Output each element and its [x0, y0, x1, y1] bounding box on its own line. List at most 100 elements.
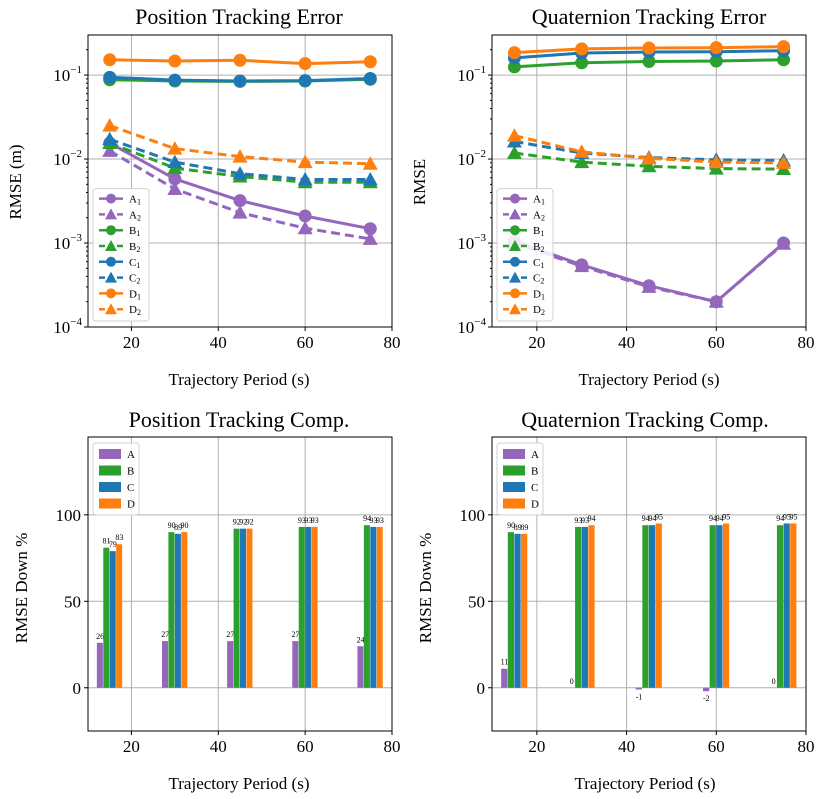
series-B: 81 90 92 93 94	[103, 514, 371, 688]
legend-marker	[509, 208, 521, 220]
data-point	[167, 181, 183, 195]
bar	[363, 525, 370, 688]
series-A: 11 0 -1 -2 0	[501, 658, 777, 703]
bar	[246, 528, 253, 688]
bar-label: 95	[783, 512, 791, 521]
series-D2	[506, 128, 792, 169]
bar-label: 24	[357, 635, 365, 644]
bar	[292, 641, 299, 688]
legend-swatch-C	[99, 482, 121, 492]
bar	[581, 526, 588, 688]
bar-label: 93	[304, 516, 312, 525]
bar-label: 94	[709, 514, 717, 523]
series-D1	[103, 53, 377, 71]
legend-marker	[509, 240, 521, 251]
x-tick-label: 60	[708, 333, 725, 352]
bar	[298, 526, 305, 688]
x-tick-label: 80	[384, 333, 401, 352]
panel4-title: Quaternion Tracking Comp.	[521, 407, 769, 432]
x-tick-label: 20	[528, 333, 545, 352]
bar	[96, 642, 103, 688]
data-point	[777, 53, 791, 67]
legend-label-D2: D2	[533, 304, 545, 317]
data-point	[233, 194, 247, 208]
legend-label-C2: C2	[129, 273, 140, 286]
legend-swatch-A	[99, 449, 121, 459]
bar-label: 90	[180, 521, 188, 530]
data-point	[776, 155, 792, 169]
data-point	[297, 172, 313, 186]
bar-label: 81	[103, 537, 111, 546]
bar	[790, 523, 797, 688]
data-point	[574, 144, 590, 158]
bar-label: 0	[772, 677, 776, 686]
data-point	[709, 41, 723, 55]
bar-label: 95	[790, 512, 798, 521]
series-line-C2	[109, 137, 371, 181]
series-A: 26 27 27 27 24	[96, 630, 365, 688]
legend-marker	[510, 225, 520, 236]
legend-label-A: A	[127, 449, 135, 461]
data-point	[363, 72, 377, 86]
x-tick-label: 20	[123, 737, 140, 756]
legend-marker	[106, 256, 116, 267]
bar-label: 92	[233, 518, 241, 527]
panel1-xlabel: Trajectory Period (s)	[168, 370, 309, 389]
bar-label: 90	[168, 521, 176, 530]
series-A2	[102, 143, 378, 245]
panel4-xlabel: Trajectory Period (s)	[574, 774, 715, 793]
bar-label: 89	[514, 523, 522, 532]
legend-label-B1: B1	[129, 225, 140, 238]
legend-marker	[106, 288, 116, 299]
series-B1	[507, 53, 791, 74]
panel1-title: Position Tracking Error	[135, 4, 343, 29]
y-tick-label: 0	[73, 679, 82, 698]
bar-label: 92	[246, 518, 254, 527]
bar	[168, 532, 175, 688]
legend-label-D: D	[127, 499, 135, 511]
data-point	[102, 131, 118, 146]
panel2-ylabel: RMSE	[410, 159, 429, 205]
y-tick-label: 10−1	[457, 64, 486, 85]
legend-swatch-D	[99, 498, 121, 509]
legend-label-C2: C2	[533, 273, 544, 286]
x-tick-label: 20	[528, 737, 545, 756]
data-point	[777, 40, 791, 54]
data-point	[506, 145, 522, 160]
y-tick-label: 50	[64, 592, 81, 611]
panel4-ylabel: RMSE Down %	[416, 533, 435, 644]
bar-label: 94	[648, 514, 656, 523]
data-point	[232, 149, 248, 163]
axes-frame	[87, 436, 393, 732]
axes-frame	[87, 34, 393, 328]
bar	[722, 523, 730, 688]
legend-marker	[510, 193, 520, 204]
legend-marker	[105, 271, 117, 283]
bar-label: 93	[298, 516, 306, 525]
legend-marker	[510, 256, 520, 267]
bar	[305, 526, 312, 688]
bar	[588, 525, 595, 688]
data-point	[168, 73, 182, 87]
bar	[501, 668, 508, 688]
data-point	[102, 143, 118, 157]
series-B2	[506, 145, 792, 176]
legend-label-A1: A1	[533, 194, 545, 207]
x-tick-label: 60	[708, 737, 725, 756]
bar	[642, 525, 649, 688]
data-point	[574, 258, 590, 273]
data-point	[641, 150, 657, 165]
data-point	[708, 154, 724, 169]
x-tick-label: 40	[210, 737, 227, 756]
y-tick-label: 10−2	[53, 148, 82, 169]
legend-marker	[106, 225, 116, 236]
bar	[776, 525, 784, 688]
bar	[716, 525, 723, 688]
legend-label-C1: C1	[129, 257, 140, 270]
legend-marker	[510, 288, 520, 299]
